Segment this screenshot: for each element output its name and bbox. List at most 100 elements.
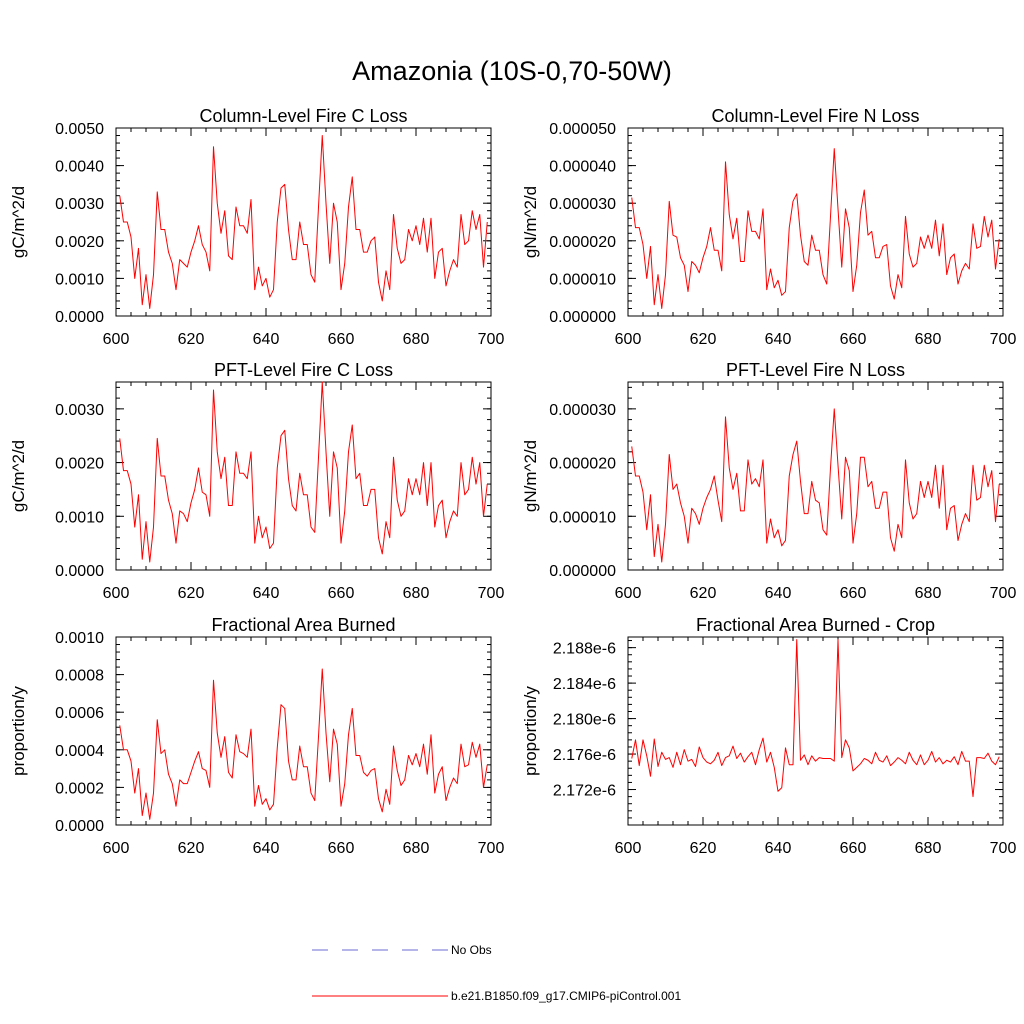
y-tick-label: 0.0040 xyxy=(55,159,104,176)
series-line xyxy=(631,148,1000,309)
y-tick-label: 0.0008 xyxy=(55,668,104,685)
legend: No Obs b.e21.B1850.f09_g17.CMIP6-piContr… xyxy=(312,943,681,1003)
x-tick-label: 620 xyxy=(178,585,205,602)
chart-panel-2: Column-Level Fire N Loss gN/m^2/d 600 620 64… xyxy=(521,106,1016,348)
x-tick-label: 620 xyxy=(690,585,717,602)
legend-model-label: b.e21.B1850.f09_g17.CMIP6-piControl.001 xyxy=(451,989,681,1003)
y-tick-label: 0.000000 xyxy=(549,309,616,326)
plot-frame xyxy=(627,381,1004,571)
panel-title: PFT-Level Fire C Loss xyxy=(214,360,393,380)
x-tick-label: 680 xyxy=(915,840,942,857)
y-tick-label: 0.000010 xyxy=(549,509,616,526)
y-tick-label: 0.0000 xyxy=(55,563,104,580)
x-tick-label: 600 xyxy=(103,585,130,602)
y-tick-label: 0.0010 xyxy=(55,509,104,526)
y-tick-label: 0.0030 xyxy=(55,402,104,419)
y-tick-label: 0.0010 xyxy=(55,271,104,288)
y-tick-label: 0.0000 xyxy=(55,309,104,326)
y-tick-label: 0.0030 xyxy=(55,196,104,213)
x-tick-label: 700 xyxy=(990,840,1017,857)
panel-grid: Column-Level Fire C Loss gC/m^2/d 600 620 64… xyxy=(9,106,1016,857)
y-tick-label: 0.000030 xyxy=(549,196,616,213)
y-tick-label: 0.000000 xyxy=(549,563,616,580)
y-tick-label: 2.172e-6 xyxy=(553,783,616,800)
figure-title: Amazonia (10S-0,70-50W) xyxy=(352,56,672,86)
plot-frame xyxy=(115,127,492,317)
x-tick-label: 640 xyxy=(253,585,280,602)
x-tick-label: 640 xyxy=(765,840,792,857)
y-tick-label: 2.180e-6 xyxy=(553,712,616,729)
x-tick-label: 680 xyxy=(915,585,942,602)
x-tick-label: 600 xyxy=(615,840,642,857)
chart-panel-6: Fractional Area Burned - Crop proportion/… xyxy=(521,615,1016,857)
x-tick-label: 700 xyxy=(990,585,1017,602)
y-tick-label: 0.000010 xyxy=(549,271,616,288)
y-tick-label: 0.0000 xyxy=(55,818,104,835)
y-axis-label: gC/m^2/d xyxy=(9,186,28,258)
x-tick-label: 700 xyxy=(478,331,505,348)
series-line xyxy=(119,668,488,820)
x-tick-label: 640 xyxy=(765,331,792,348)
x-tick-label: 660 xyxy=(328,585,355,602)
y-axis-label: proportion/y xyxy=(9,686,28,776)
y-tick-label: 0.000020 xyxy=(549,234,616,251)
y-axis-label: gN/m^2/d xyxy=(521,440,540,512)
series-line xyxy=(631,639,1000,798)
y-tick-label: 2.184e-6 xyxy=(553,676,616,693)
y-tick-label: 0.0050 xyxy=(55,121,104,138)
x-tick-label: 700 xyxy=(478,585,505,602)
x-tick-label: 680 xyxy=(403,840,430,857)
x-tick-label: 680 xyxy=(403,585,430,602)
x-tick-label: 620 xyxy=(690,840,717,857)
x-tick-label: 600 xyxy=(103,840,130,857)
y-tick-label: 0.000040 xyxy=(549,159,616,176)
x-tick-label: 640 xyxy=(253,840,280,857)
x-tick-label: 680 xyxy=(403,331,430,348)
y-tick-label: 0.0002 xyxy=(55,780,104,797)
x-tick-label: 620 xyxy=(178,840,205,857)
y-tick-label: 0.0020 xyxy=(55,456,104,473)
x-tick-label: 600 xyxy=(103,331,130,348)
y-axis-label: gC/m^2/d xyxy=(9,440,28,512)
y-tick-label: 2.176e-6 xyxy=(553,747,616,764)
plot-frame xyxy=(115,381,492,571)
x-tick-label: 640 xyxy=(765,585,792,602)
x-tick-label: 700 xyxy=(990,331,1017,348)
y-tick-label: 2.188e-6 xyxy=(553,641,616,658)
series-line xyxy=(119,381,488,563)
y-axis-label: gN/m^2/d xyxy=(521,186,540,258)
chart-panel-5: Fractional Area Burned proportion/y 600 620… xyxy=(9,615,504,857)
x-tick-label: 620 xyxy=(178,331,205,348)
x-tick-label: 660 xyxy=(840,585,867,602)
x-tick-label: 660 xyxy=(328,331,355,348)
plot-frame xyxy=(627,636,1004,826)
panel-title: Column-Level Fire C Loss xyxy=(199,106,407,126)
panel-title: Fractional Area Burned - Crop xyxy=(696,615,935,635)
chart-panel-3: PFT-Level Fire C Loss gC/m^2/d 600 620 640 66… xyxy=(9,360,504,602)
chart-panel-4: PFT-Level Fire N Loss gN/m^2/d 600 620 640 66… xyxy=(521,360,1016,602)
legend-obs-label: No Obs xyxy=(451,943,492,957)
x-tick-label: 680 xyxy=(915,331,942,348)
y-tick-label: 0.0010 xyxy=(55,630,104,647)
x-tick-label: 660 xyxy=(840,331,867,348)
x-tick-label: 600 xyxy=(615,331,642,348)
plot-frame xyxy=(115,636,492,826)
y-tick-label: 0.0006 xyxy=(55,705,104,722)
y-axis-label: proportion/y xyxy=(521,686,540,776)
y-tick-label: 0.0004 xyxy=(55,743,104,760)
x-tick-label: 600 xyxy=(615,585,642,602)
y-tick-label: 0.000050 xyxy=(549,121,616,138)
panel-title: Fractional Area Burned xyxy=(211,615,395,635)
x-tick-label: 640 xyxy=(253,331,280,348)
panel-title: PFT-Level Fire N Loss xyxy=(726,360,905,380)
plot-frame xyxy=(627,127,1004,317)
x-tick-label: 700 xyxy=(478,840,505,857)
y-tick-label: 0.0020 xyxy=(55,234,104,251)
series-line xyxy=(631,408,1000,563)
x-tick-label: 660 xyxy=(328,840,355,857)
y-tick-label: 0.000030 xyxy=(549,402,616,419)
chart-panel-1: Column-Level Fire C Loss gC/m^2/d 600 620 64… xyxy=(9,106,504,348)
x-tick-label: 620 xyxy=(690,331,717,348)
